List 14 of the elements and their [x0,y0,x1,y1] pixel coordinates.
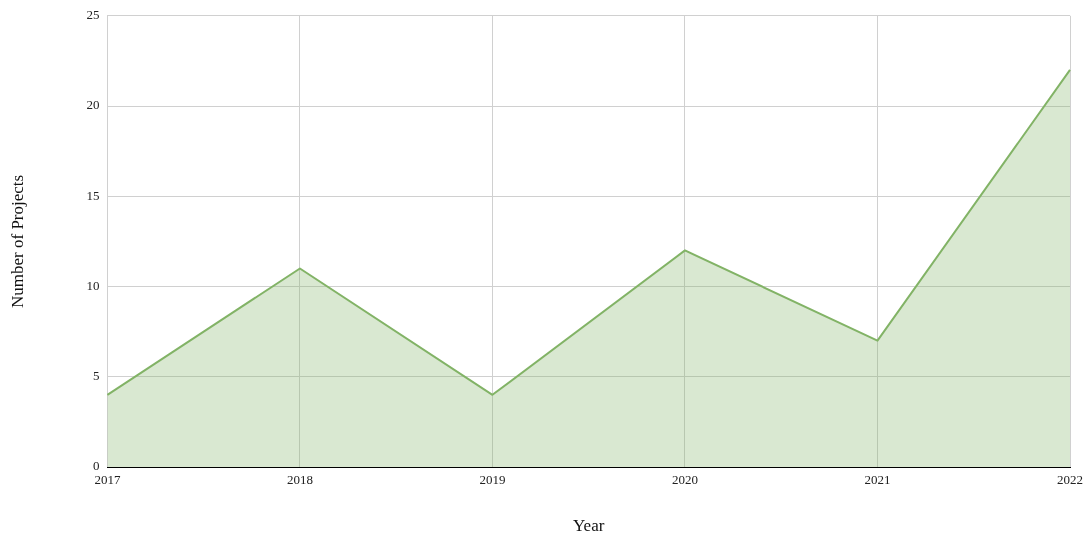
x-tick-label: 2019 [479,472,506,488]
x-tick-label: 2020 [671,472,698,488]
x-tick-label: 2017 [94,472,121,488]
x-axis-title: Year [573,516,605,536]
x-tick-label: 2021 [864,472,891,488]
y-axis-title: Number of Projects [7,174,27,308]
y-tick-label: 20 [86,97,100,113]
y-tick-label: 0 [92,458,100,474]
x-tick-label: 2022 [1057,472,1083,488]
y-tick-label: 10 [86,277,100,293]
y-tick-label: 25 [86,7,100,23]
y-tick-label: 15 [86,187,100,203]
y-tick-label: 5 [92,368,100,384]
x-tick-label: 2018 [286,472,313,488]
